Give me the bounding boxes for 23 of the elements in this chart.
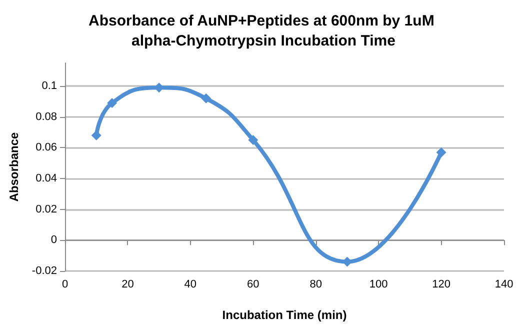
x-tick-label: 140 — [494, 278, 514, 290]
point — [107, 98, 118, 108]
y-tick-label: 0 — [50, 234, 57, 246]
x-axis-title: Incubation Time (min) — [222, 308, 347, 322]
y-tick-label: 0.08 — [36, 110, 57, 123]
y-axis-title: Absorbance — [7, 132, 21, 202]
point — [436, 147, 446, 158]
x-tick-label: 120 — [432, 278, 450, 290]
point — [91, 130, 102, 140]
x-tick-label: 80 — [310, 278, 322, 290]
x-tick-label: 20 — [122, 278, 134, 290]
y-tick-label: 0.06 — [36, 142, 57, 154]
x-tick-label: 100 — [369, 278, 388, 290]
x-tick-label: 60 — [247, 278, 260, 290]
point — [248, 135, 258, 146]
point — [201, 93, 212, 104]
y-tick-label: 0.1 — [42, 80, 57, 92]
y-tick-label: -0.02 — [32, 265, 57, 277]
x-tick-label: 0 — [62, 278, 68, 290]
x-tick-label: 40 — [184, 278, 197, 290]
chart-title: Absorbance of AuNP+Peptides at 600nm by 1uM alpha-Chymotrypsin Incubation Time — [88, 12, 438, 50]
y-tick-label: 0.04 — [36, 172, 57, 185]
y-tick-label: 0.02 — [36, 203, 57, 216]
